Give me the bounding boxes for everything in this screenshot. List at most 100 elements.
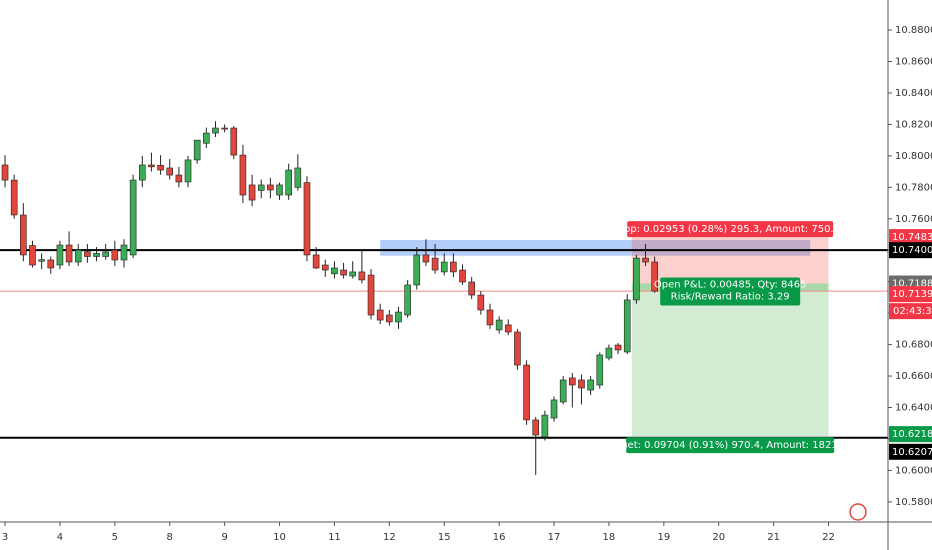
x-tick-label: 15 bbox=[438, 532, 451, 543]
candle-body bbox=[1, 164, 9, 181]
y-tick-label: 10.60000 bbox=[895, 465, 932, 476]
candle-body bbox=[303, 182, 311, 256]
x-tick-label: 22 bbox=[822, 532, 835, 543]
last-price-tag: 10.71399 bbox=[892, 289, 932, 300]
x-tick-label: 3 bbox=[2, 532, 8, 543]
stop-text-box bbox=[627, 221, 834, 238]
candle-body bbox=[376, 309, 384, 321]
candle-body bbox=[257, 184, 265, 191]
candle-body bbox=[633, 257, 640, 301]
candle-body bbox=[120, 244, 128, 261]
x-tick-label: 16 bbox=[493, 532, 506, 543]
candle-body bbox=[514, 331, 521, 366]
pnl-box bbox=[660, 277, 801, 306]
candle-body bbox=[267, 184, 274, 191]
countdown: 02:43:35 bbox=[893, 306, 932, 317]
candle-body bbox=[340, 269, 347, 276]
candle-body bbox=[569, 377, 576, 386]
axis-labels: 10.5800010.6000010.6200010.6400010.66000… bbox=[2, 25, 932, 543]
candle-body bbox=[358, 271, 366, 281]
y-tick-label: 10.64000 bbox=[895, 403, 932, 414]
x-tick-label: 20 bbox=[712, 532, 725, 543]
x-tick-label: 12 bbox=[383, 532, 396, 543]
candle-body bbox=[367, 274, 375, 316]
candle-body bbox=[614, 344, 622, 351]
candle-body bbox=[587, 379, 594, 391]
level-tag-bg bbox=[889, 443, 932, 460]
y-tick-label: 10.76000 bbox=[895, 214, 932, 225]
candle-body bbox=[349, 271, 357, 277]
candle-body bbox=[166, 167, 174, 176]
x-tick-label: 10 bbox=[273, 532, 286, 543]
candle-body bbox=[404, 284, 411, 316]
y-tick-label: 10.82000 bbox=[895, 119, 932, 130]
candle-body bbox=[20, 214, 27, 256]
x-tick-label: 17 bbox=[548, 532, 561, 543]
candle-body bbox=[541, 414, 549, 438]
stop-price-tag: 10.74837 bbox=[892, 232, 932, 243]
y-tick-label: 10.66000 bbox=[895, 371, 932, 382]
candle-body bbox=[285, 169, 292, 196]
countdown-bg bbox=[889, 303, 932, 320]
candle-body bbox=[523, 364, 530, 421]
candle-body bbox=[386, 314, 393, 323]
y-tick-label: 10.68000 bbox=[895, 340, 932, 351]
candle-body bbox=[422, 254, 430, 263]
candle-body bbox=[56, 244, 64, 266]
x-tick-label: 21 bbox=[767, 532, 780, 543]
candle-body bbox=[486, 309, 494, 326]
candle-body bbox=[212, 127, 219, 134]
x-tick-label: 8 bbox=[167, 532, 173, 543]
plot-area: Stop: 0.02953 (0.28%) 295.3, Amount: 750… bbox=[0, 121, 888, 475]
resistance-zone bbox=[380, 240, 811, 256]
candle-body bbox=[504, 324, 512, 333]
candle-body bbox=[221, 127, 228, 130]
candle-body bbox=[148, 164, 155, 168]
target-price-tag: 10.62180 bbox=[892, 429, 932, 440]
candle-body bbox=[157, 164, 164, 171]
x-tick-label: 11 bbox=[328, 532, 341, 543]
x-tick-label: 5 bbox=[112, 532, 118, 543]
target-text: Target: 0.09704 (0.91%) 970.4, Amount: 1… bbox=[606, 440, 854, 451]
candle-body bbox=[468, 281, 475, 296]
y-tick-label: 10.84000 bbox=[895, 88, 932, 99]
candle-body bbox=[10, 179, 18, 216]
last-price-tag-bg bbox=[889, 286, 932, 303]
candle-body bbox=[578, 379, 585, 389]
candle-body bbox=[29, 245, 36, 266]
x-tick-label: 18 bbox=[603, 532, 616, 543]
candle-body bbox=[93, 253, 100, 257]
candle-body bbox=[395, 311, 402, 323]
rr-text: Risk/Reward Ratio: 3.29 bbox=[671, 292, 790, 303]
candle-body bbox=[74, 249, 82, 263]
candle-body bbox=[459, 269, 466, 283]
candle-body bbox=[642, 257, 649, 263]
pnl-text: Open P&L: 0.00485, Qty: 8465 bbox=[654, 280, 807, 291]
candle-body bbox=[294, 167, 302, 188]
candle-body bbox=[38, 259, 45, 262]
candle-body bbox=[651, 261, 658, 292]
candle-body bbox=[559, 379, 567, 403]
candle-body bbox=[532, 419, 540, 436]
x-tick-label: 9 bbox=[221, 532, 227, 543]
entry-price-tag: 10.71884 bbox=[892, 279, 932, 290]
candle-body bbox=[193, 139, 201, 161]
x-tick-label: 4 bbox=[57, 532, 63, 543]
candle-body bbox=[184, 159, 192, 183]
candle-body bbox=[321, 264, 329, 271]
level-tag: 10.74003 bbox=[892, 245, 932, 256]
level-tag-bg bbox=[889, 242, 932, 259]
candle-body bbox=[312, 254, 320, 269]
candle-body bbox=[276, 184, 283, 196]
candle-body bbox=[623, 299, 631, 353]
stop-zone bbox=[631, 237, 829, 284]
target-text-box bbox=[626, 437, 835, 454]
candle-body bbox=[138, 164, 146, 181]
candle-body bbox=[175, 174, 183, 183]
candle-body bbox=[413, 254, 421, 286]
y-tick-label: 10.88000 bbox=[895, 25, 932, 36]
candle-body bbox=[102, 251, 109, 257]
candle-body bbox=[129, 179, 137, 256]
candle-body bbox=[47, 259, 55, 269]
